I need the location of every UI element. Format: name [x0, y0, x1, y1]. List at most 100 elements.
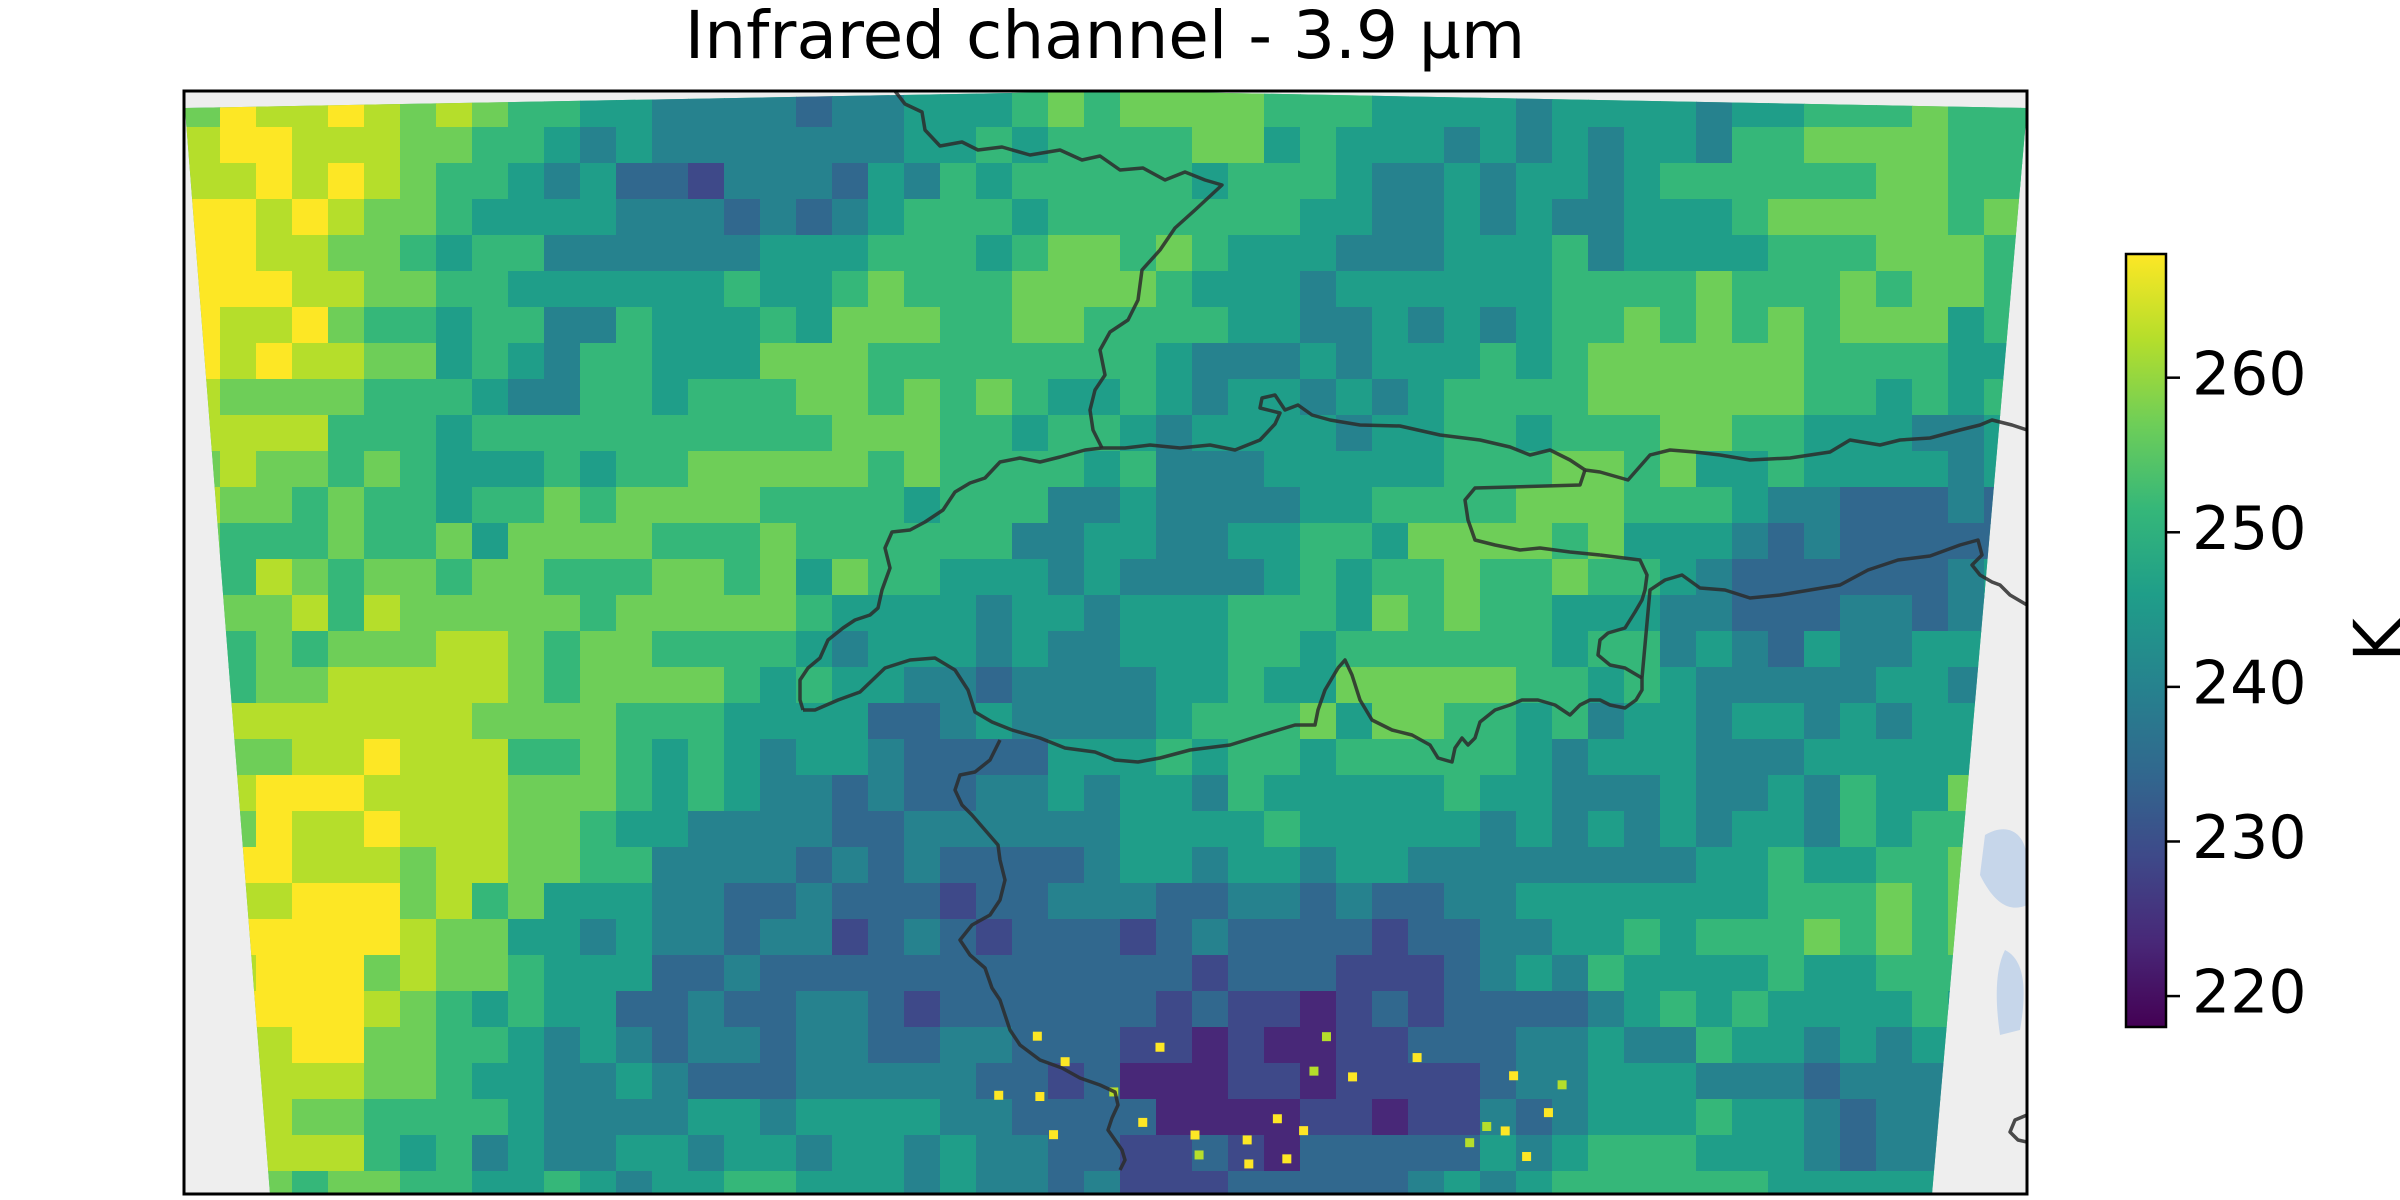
- swath-cell: [1516, 667, 1553, 704]
- swath-cell: [1840, 271, 1877, 308]
- swath-cell: [328, 739, 365, 776]
- swath-cell: [1228, 595, 1265, 632]
- swath-cell: [1948, 307, 1985, 344]
- swath-cell: [1444, 451, 1481, 488]
- swath-cell: [472, 343, 509, 380]
- swath-cell: [1264, 235, 1301, 272]
- swath-cell: [1228, 1027, 1265, 1064]
- colorbar: 220 230 240 250 260 K: [2124, 252, 2400, 1029]
- colorbar-ticks: 220 230 240 250 260: [2166, 339, 2307, 1028]
- swath-cell: [436, 523, 473, 560]
- swath-cell: [1552, 343, 1589, 380]
- swath-cell: [400, 199, 437, 236]
- swath-cell: [1084, 487, 1121, 524]
- swath-cell: [760, 271, 797, 308]
- swath-cell: [1120, 739, 1157, 776]
- swath-cell: [328, 955, 365, 992]
- swath-cell: [1660, 523, 1697, 560]
- swath-cell: [796, 559, 833, 596]
- swath-hot-pixel: [1348, 1072, 1358, 1082]
- swath-cell: [652, 739, 689, 776]
- swath-cell: [1840, 451, 1877, 488]
- swath-cell: [1264, 1171, 1301, 1194]
- swath-cell: [796, 1099, 833, 1136]
- swath-cell: [580, 379, 617, 416]
- swath-cell: [1552, 163, 1589, 200]
- swath-cell: [1588, 847, 1625, 884]
- swath-cell: [1048, 847, 1085, 884]
- swath-cell: [1768, 487, 1805, 524]
- swath-cell: [1264, 811, 1301, 848]
- swath-cell: [1120, 1099, 1157, 1136]
- swath-cell: [1732, 631, 1769, 668]
- swath-cell: [1228, 451, 1265, 488]
- swath-cell: [796, 163, 833, 200]
- swath-cell: [1408, 1099, 1445, 1136]
- swath-cell: [976, 1027, 1013, 1064]
- swath-cell: [1300, 1171, 1337, 1194]
- swath-cell: [472, 775, 509, 812]
- swath-cell: [1696, 487, 1733, 524]
- swath-cell: [1408, 271, 1445, 308]
- swath-cell: [1696, 919, 1733, 956]
- swath-cell: [904, 199, 941, 236]
- swath-cell: [1012, 631, 1049, 668]
- swath-cell: [1912, 775, 1949, 812]
- swath-cell: [508, 811, 545, 848]
- swath-cell: [580, 199, 617, 236]
- swath-cell: [472, 127, 509, 164]
- swath-cell: [940, 631, 977, 668]
- swath-cell: [688, 667, 725, 704]
- swath-cell: [1696, 847, 1733, 884]
- swath-cell: [1156, 343, 1193, 380]
- swath-cell: [1372, 595, 1409, 632]
- swath-cell: [724, 739, 761, 776]
- swath-cell: [1300, 451, 1337, 488]
- swath-cell: [1876, 739, 1913, 776]
- swath-cell: [1012, 235, 1049, 272]
- swath-cell: [1408, 667, 1445, 704]
- swath-cell: [1120, 235, 1157, 272]
- swath-cell: [1300, 91, 1337, 128]
- swath-cell: [436, 271, 473, 308]
- swath-cell: [1804, 955, 1841, 992]
- swath-cell: [832, 667, 869, 704]
- swath-cell: [1480, 451, 1517, 488]
- swath-cell: [1444, 199, 1481, 236]
- swath-cell: [832, 919, 869, 956]
- swath-cell: [1624, 919, 1661, 956]
- swath-cell: [1516, 379, 1553, 416]
- swath-cell: [1444, 1099, 1481, 1136]
- swath-cell: [508, 883, 545, 920]
- swath-cell: [868, 343, 905, 380]
- swath-cell: [328, 775, 365, 812]
- swath-cell: [292, 883, 329, 920]
- swath-cell: [1156, 1099, 1193, 1136]
- swath-cell: [760, 991, 797, 1028]
- swath-cell: [220, 415, 257, 452]
- swath-cell: [1552, 883, 1589, 920]
- swath-cell: [940, 1063, 977, 1100]
- swath-cell: [1732, 1135, 1769, 1172]
- swath-cell: [1588, 1099, 1625, 1136]
- swath-cell: [328, 1135, 365, 1172]
- swath-cell: [508, 163, 545, 200]
- swath-cell: [1336, 703, 1373, 740]
- swath-cell: [1084, 307, 1121, 344]
- swath-cell: [724, 1135, 761, 1172]
- swath-cell: [724, 775, 761, 812]
- swath-cell: [1084, 919, 1121, 956]
- swath-cell: [1192, 307, 1229, 344]
- swath-cell: [1804, 883, 1841, 920]
- swath-cell: [436, 955, 473, 992]
- swath-cell: [1300, 631, 1337, 668]
- swath-cell: [508, 1027, 545, 1064]
- swath-cell: [328, 667, 365, 704]
- swath-cell: [1912, 523, 1949, 560]
- swath-cell: [364, 883, 401, 920]
- swath-cell: [1372, 415, 1409, 452]
- swath-cell: [1408, 1063, 1445, 1100]
- swath-cell: [1948, 163, 1985, 200]
- swath-cell: [1372, 451, 1409, 488]
